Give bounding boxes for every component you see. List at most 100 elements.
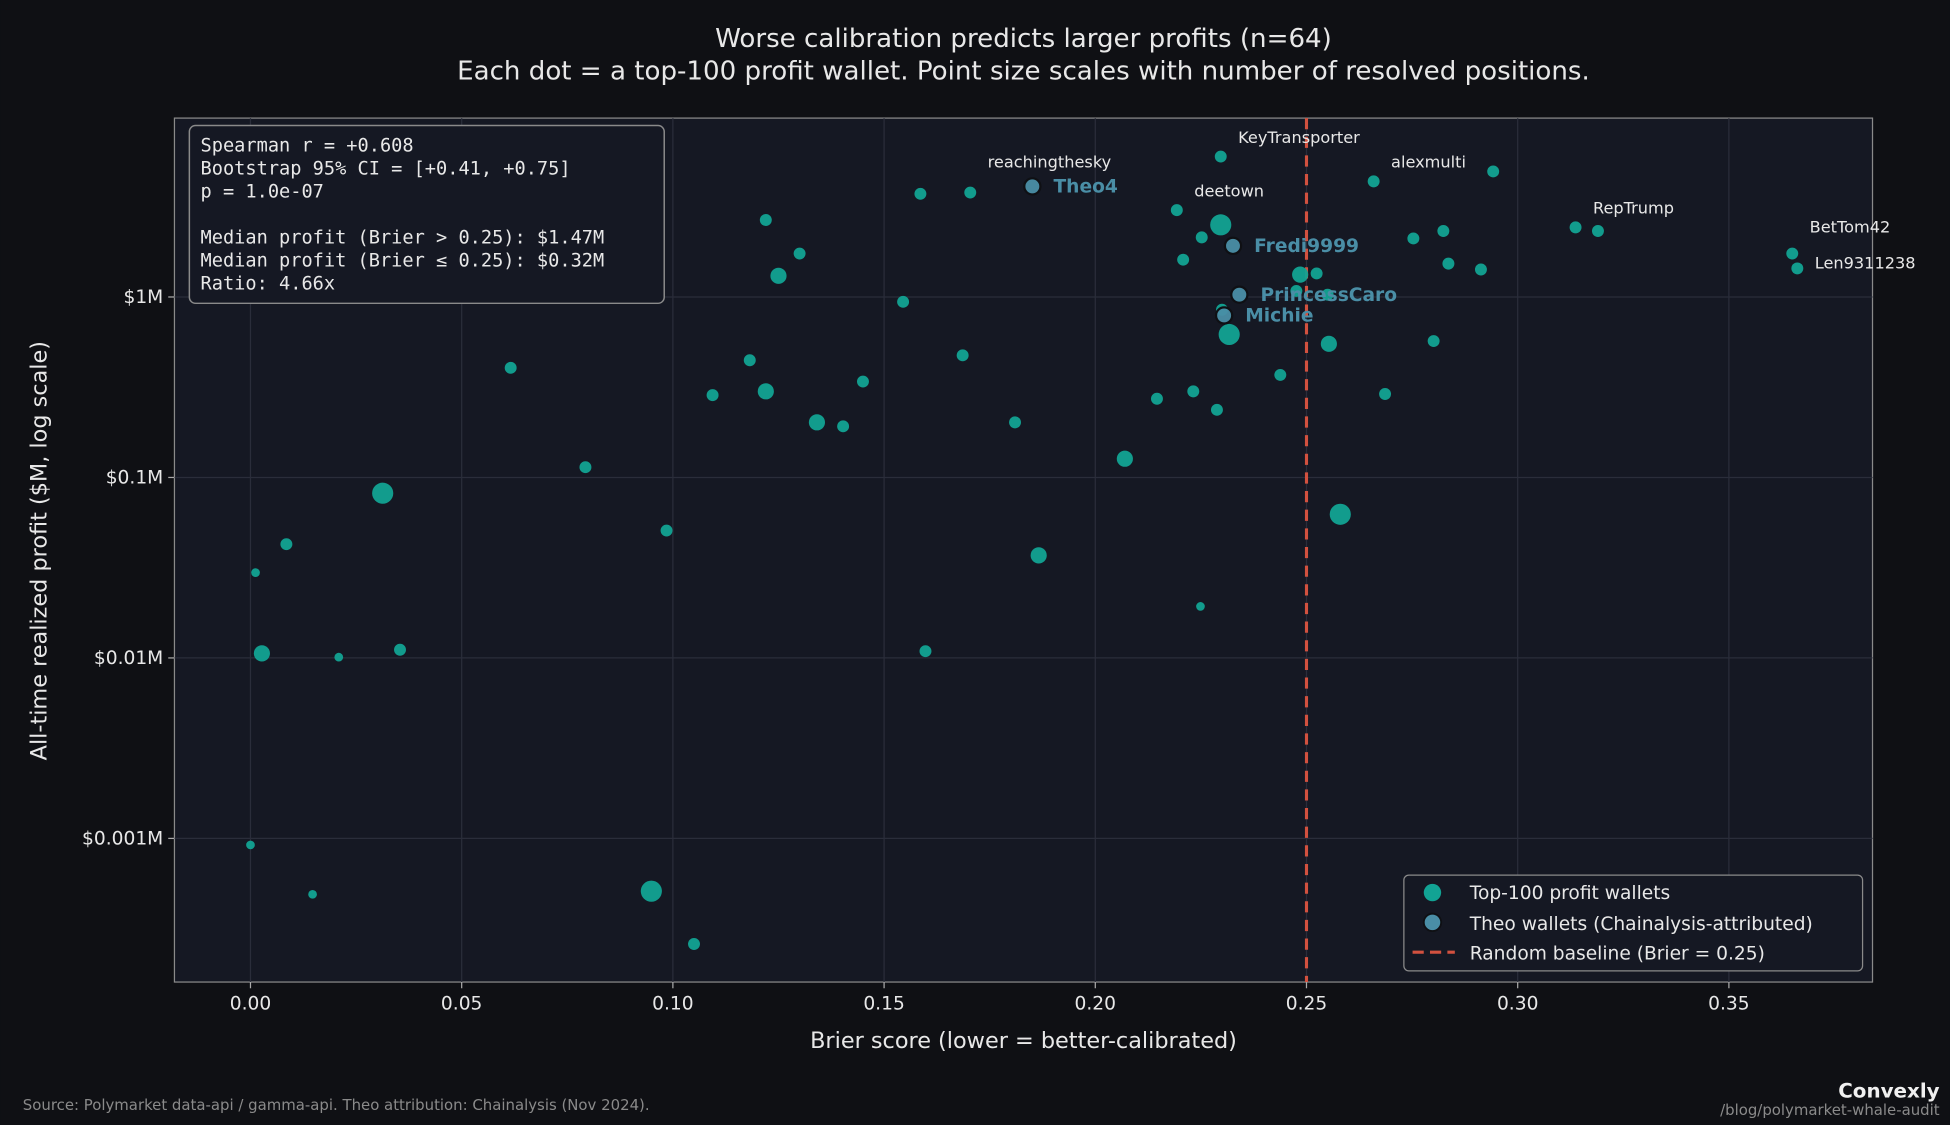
x-axis-label: Brier score (lower = better-calibrated) — [810, 1028, 1237, 1054]
wallet-label: reachingthesky — [988, 153, 1112, 172]
wallet-point — [253, 645, 270, 662]
wallet-point — [793, 247, 806, 260]
wallet-point — [246, 840, 255, 850]
wallet-point — [1210, 214, 1232, 236]
chart-title: Worse calibration predicts larger profit… — [715, 24, 1332, 54]
brand-name: Convexly — [1838, 1080, 1939, 1103]
wallet-point — [1379, 388, 1392, 400]
wallet-point — [837, 420, 850, 433]
legend-wallet-marker — [1423, 883, 1442, 902]
wallet-point — [308, 889, 317, 899]
wallet-point — [1030, 547, 1047, 564]
wallet-point — [1290, 284, 1303, 297]
wallet-point — [1367, 175, 1380, 188]
legend-wallet-label: Top-100 profit wallets — [1469, 883, 1671, 904]
y-tick-label: $0.01M — [94, 648, 163, 669]
wallet-point — [706, 389, 719, 402]
theo-wallet-point — [1230, 285, 1249, 304]
x-tick-label: 0.20 — [1075, 993, 1116, 1014]
wallet-point — [394, 643, 406, 656]
wallet-point — [857, 375, 869, 388]
x-tick-label: 0.05 — [441, 993, 482, 1014]
wallet-label: Len9311238 — [1815, 253, 1916, 272]
stats-line: Median profit (Brier ≤ 0.25): $0.32M — [201, 251, 605, 272]
wallet-point — [1195, 231, 1208, 244]
theo-wallet-label: PrincessCaro — [1260, 285, 1397, 306]
wallet-label: BetTom42 — [1810, 217, 1891, 236]
wallet-point — [579, 461, 592, 474]
stats-line: Ratio: 4.66x — [201, 274, 336, 295]
y-axis-label: All-time realized profit ($M, log scale) — [26, 341, 52, 760]
wallet-point — [1116, 450, 1133, 467]
theo-wallet-point — [1214, 306, 1234, 325]
wallet-point — [770, 267, 787, 284]
wallet-point — [1196, 602, 1205, 611]
wallet-label: deetown — [1194, 181, 1264, 200]
theo-wallet-point — [1223, 236, 1243, 256]
theo-wallet-label: Fredi9999 — [1254, 236, 1359, 257]
wallet-point — [1210, 403, 1223, 416]
wallet-point — [1177, 253, 1190, 266]
wallet-point — [1786, 247, 1799, 260]
wallet-point — [640, 880, 662, 902]
wallet-point — [251, 568, 260, 577]
point-labels: KeyTransporter alexmulti reachingthesky dee… — [988, 128, 1916, 327]
blog-path: /blog/polymarket-whale-audit — [1720, 1101, 1940, 1119]
wallet-point — [1009, 416, 1021, 429]
x-tick-label: 0.30 — [1497, 993, 1538, 1014]
stats-line: Median profit (Brier > 0.25): $1.47M — [201, 228, 605, 249]
wallet-point — [1274, 368, 1287, 381]
wallet-point — [757, 383, 774, 400]
x-tick-label: 0.25 — [1286, 993, 1327, 1014]
wallet-point — [956, 349, 969, 362]
wallet-label: KeyTransporter — [1238, 128, 1360, 147]
wallet-point — [1321, 288, 1334, 301]
wallet-point — [372, 482, 394, 504]
chart-subtitle: Each dot = a top-100 profit wallet. Poin… — [457, 57, 1590, 87]
legend-theo-marker — [1422, 912, 1443, 933]
wallet-point — [759, 214, 772, 226]
wallet-point — [1214, 150, 1227, 163]
legend-theo-label: Theo wallets (Chainalysis-attributed) — [1469, 914, 1813, 935]
wallet-point — [1407, 232, 1420, 245]
wallet-point — [1591, 225, 1604, 237]
wallet-point — [808, 414, 826, 431]
y-tick-label: $0.001M — [82, 829, 163, 850]
wallet-point — [897, 295, 910, 308]
wallet-point — [688, 938, 700, 950]
wallet-point — [743, 354, 756, 367]
wallet-point — [919, 645, 932, 658]
theo-wallet-point — [1023, 177, 1042, 196]
wallet-point — [1569, 221, 1582, 234]
legend-baseline-label: Random baseline (Brier = 0.25) — [1470, 944, 1765, 965]
wallet-point — [1437, 225, 1450, 237]
wallet-label: alexmulti — [1391, 153, 1466, 172]
wallet-point — [1218, 323, 1240, 346]
wallet-label: RepTrump — [1593, 199, 1674, 218]
wallet-point — [1310, 267, 1323, 280]
wallet-point — [1320, 335, 1337, 352]
y-axis-ticks: $1M $0.1M $0.01M $0.001M — [82, 287, 175, 850]
theo-wallet-label: Theo4 — [1053, 177, 1117, 198]
wallet-point — [964, 186, 977, 199]
theo-wallet-label: Michie — [1245, 306, 1313, 327]
x-tick-label: 0.10 — [652, 993, 693, 1014]
legend: Top-100 profit wallets Theo wallets (Cha… — [1403, 874, 1864, 972]
stats-line: Bootstrap 95% CI = [+0.41, +0.75] — [201, 159, 571, 180]
wallet-point — [1791, 262, 1804, 275]
x-axis-ticks: 0.00 0.05 0.10 0.15 0.20 0.25 0.30 0.35 — [230, 982, 1750, 1014]
wallet-point — [334, 652, 344, 662]
stats-line: p = 1.0e-07 — [201, 182, 324, 203]
wallet-point — [1150, 392, 1163, 405]
wallet-point — [504, 361, 517, 374]
wallet-point — [914, 187, 927, 200]
y-tick-label: $0.1M — [106, 468, 164, 489]
wallet-point — [660, 524, 673, 537]
source-note: Source: Polymarket data-api / gamma-api.… — [23, 1096, 650, 1114]
wallet-point — [1170, 204, 1183, 217]
wallet-point — [1487, 165, 1500, 178]
wallet-point — [1329, 503, 1351, 525]
wallet-point — [1292, 266, 1309, 283]
